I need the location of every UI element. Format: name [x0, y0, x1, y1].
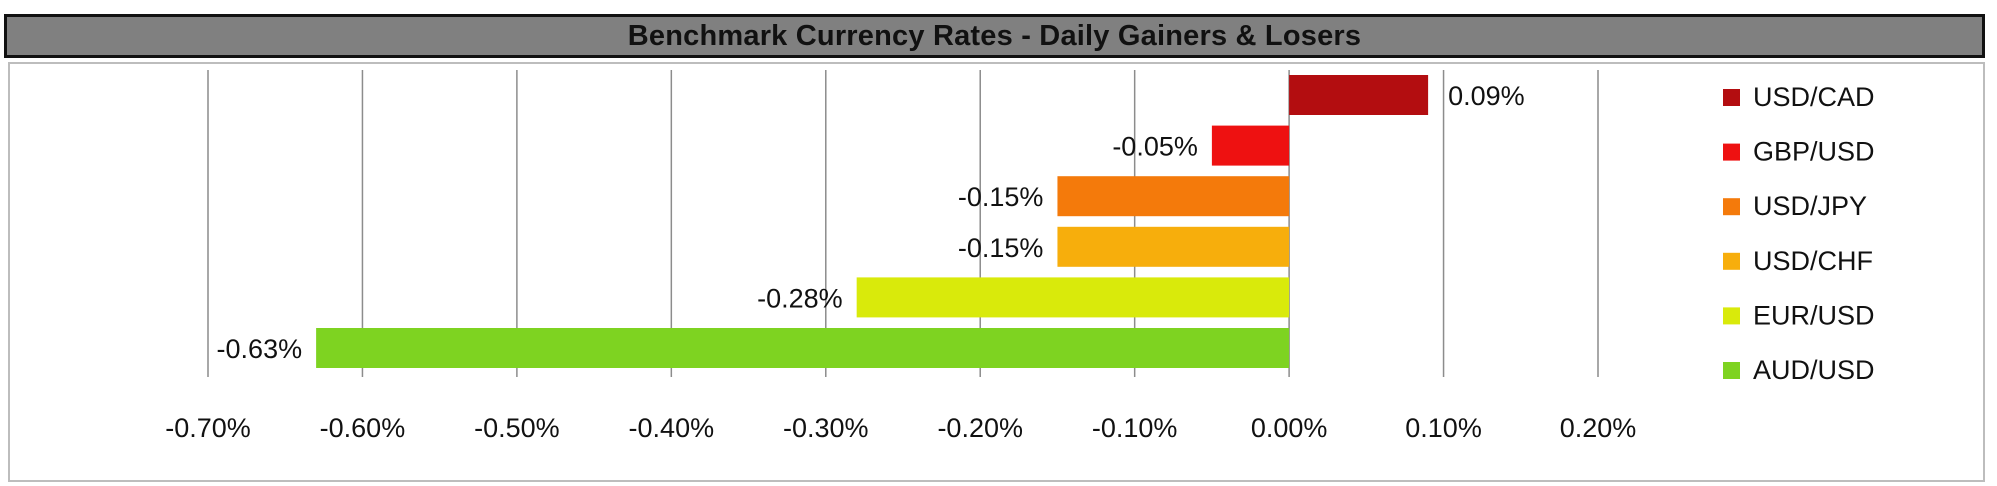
x-tick-label: -0.70% [165, 413, 251, 443]
x-tick-label: -0.50% [474, 413, 560, 443]
gridlines [207, 70, 1599, 377]
legend-swatch [1723, 307, 1740, 325]
x-tick-label: 0.00% [1251, 413, 1328, 443]
legend-swatch [1723, 143, 1740, 161]
data-labels: 0.09% -0.05% -0.15% -0.15% -0.28% -0.63% [217, 81, 1525, 364]
data-label: -0.15% [958, 233, 1044, 263]
x-tick-label: -0.20% [937, 413, 1023, 443]
chart-area-border [8, 62, 1985, 482]
legend-swatch [1723, 252, 1740, 270]
legend-label: GBP/USD [1753, 137, 1875, 167]
bar-aud-usd [316, 328, 1290, 368]
data-label: -0.15% [958, 182, 1044, 212]
x-tick-label: -0.60% [320, 413, 406, 443]
bar-gbp-usd [1211, 125, 1290, 166]
legend: USD/CAD GBP/USD USD/JPY USD/CHF EUR/USD AUD/U… [1723, 82, 1875, 385]
legend-swatch [1723, 89, 1740, 106]
legend-label: USD/JPY [1753, 191, 1867, 221]
legend-label: USD/CHF [1753, 246, 1873, 276]
x-tick-label: 0.20% [1560, 413, 1637, 443]
x-tick-label: -0.40% [629, 413, 715, 443]
bar-eur-usd [856, 277, 1290, 318]
legend-swatch [1723, 362, 1740, 379]
x-axis-tick-labels: -0.70% -0.60% -0.50% -0.40% -0.30% -0.20% -0.1… [165, 413, 1636, 443]
x-tick-label: -0.30% [783, 413, 869, 443]
x-tick-label: -0.10% [1092, 413, 1178, 443]
x-tick-label: 0.10% [1405, 413, 1482, 443]
legend-label: USD/CAD [1753, 82, 1875, 112]
legend-label: EUR/USD [1753, 300, 1875, 330]
data-label: -0.63% [217, 334, 303, 364]
legend-swatch [1723, 198, 1740, 216]
data-label: 0.09% [1448, 81, 1525, 111]
chart-title-bar: Benchmark Currency Rates - Daily Gainers… [4, 14, 1985, 58]
chart-title: Benchmark Currency Rates - Daily Gainers… [627, 19, 1362, 52]
bars [316, 75, 1429, 368]
legend-label: AUD/USD [1753, 355, 1875, 385]
bar-usd-chf [1057, 226, 1290, 267]
data-label: -0.28% [757, 283, 843, 313]
data-label: -0.05% [1112, 132, 1198, 162]
bar-usd-jpy [1057, 176, 1290, 217]
bar-usd-cad [1289, 75, 1429, 115]
